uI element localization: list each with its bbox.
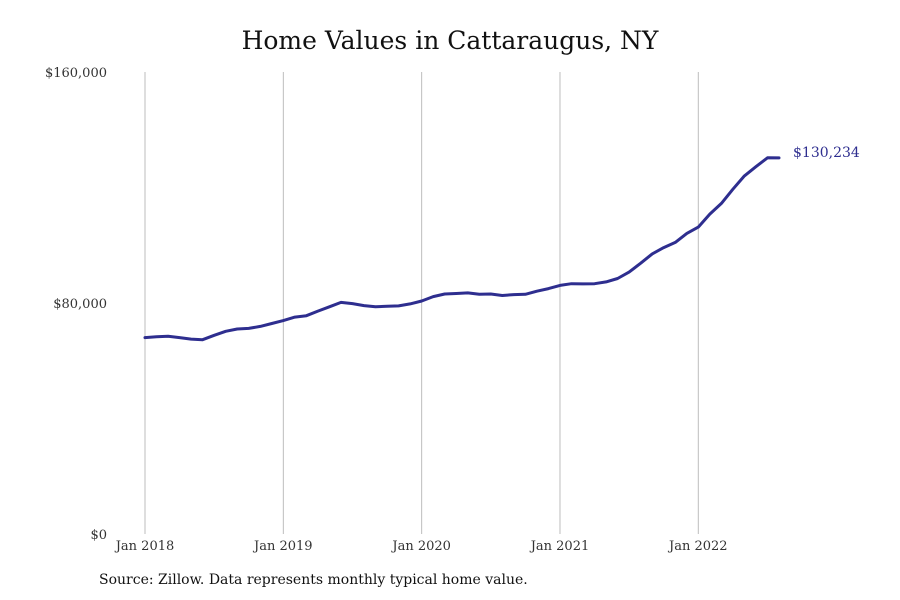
x-axis-ticks: Jan 2018 Jan 2019 Jan 2020 Jan 2021 Jan 2022 xyxy=(114,539,728,554)
x-tick-label: Jan 2022 xyxy=(667,539,728,554)
x-tick-label: Jan 2020 xyxy=(390,539,451,554)
y-tick-label: $80,000 xyxy=(53,297,107,312)
chart-source-note: Source: Zillow. Data represents monthly … xyxy=(99,572,528,588)
series-layer xyxy=(143,156,781,342)
x-tick-label: Jan 2018 xyxy=(114,539,175,554)
end-value-label: $130,234 xyxy=(793,145,860,161)
gridlines xyxy=(144,72,699,534)
chart-title: Home Values in Cattaraugus, NY xyxy=(241,26,659,55)
series-line xyxy=(143,156,781,342)
y-tick-label: $0 xyxy=(90,528,107,543)
x-tick-label: Jan 2019 xyxy=(252,539,313,554)
y-axis-ticks: $0 $80,000 $160,000 xyxy=(45,66,107,543)
y-tick-label: $160,000 xyxy=(45,66,107,81)
x-tick-label: Jan 2021 xyxy=(529,539,590,554)
